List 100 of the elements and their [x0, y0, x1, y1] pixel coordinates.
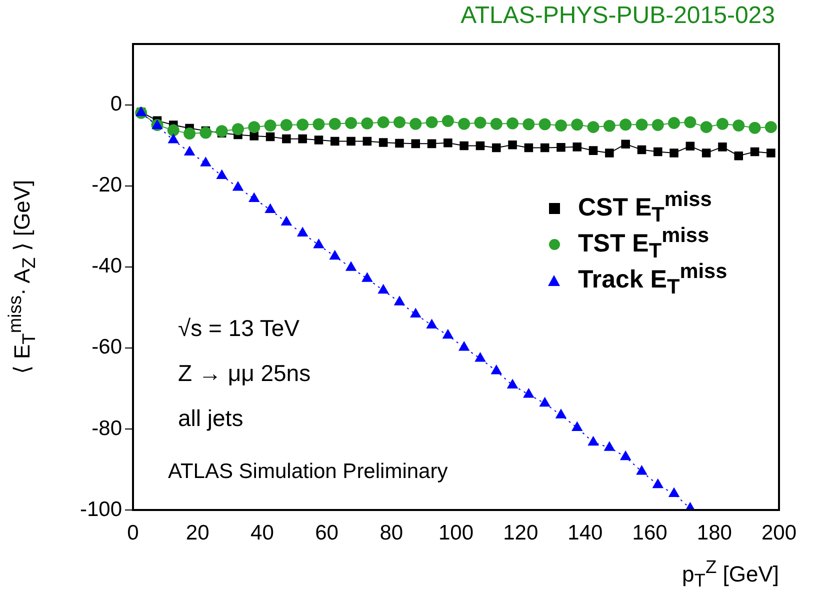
point: [476, 141, 485, 150]
point: [572, 142, 582, 152]
point: [442, 114, 454, 127]
point: [330, 250, 340, 260]
point: [298, 134, 307, 144]
point: [621, 140, 630, 148]
point: [556, 142, 566, 152]
x-tick-label: 80: [380, 521, 404, 544]
x-tick-label: 0: [127, 521, 139, 544]
point: [460, 141, 468, 150]
y-tick-label: -40: [92, 254, 122, 278]
x-tick-label: 180: [696, 521, 732, 544]
point: [328, 118, 341, 130]
point: [248, 121, 260, 134]
point: [378, 138, 388, 147]
point: [523, 388, 534, 398]
point: [474, 116, 486, 129]
point: [652, 478, 664, 488]
point: [571, 118, 584, 131]
x-tick-label: 140: [568, 521, 603, 544]
x-tick-label: 200: [761, 521, 797, 544]
point: [444, 138, 452, 148]
point: [490, 118, 502, 130]
point: [492, 143, 501, 152]
x-tick-label: 40: [250, 521, 274, 544]
point: [280, 119, 292, 132]
point: [572, 422, 582, 431]
point: [587, 121, 600, 134]
point: [266, 132, 275, 142]
point: [491, 365, 502, 374]
point: [522, 118, 535, 130]
point: [377, 116, 390, 128]
point: [281, 216, 292, 226]
point: [282, 134, 291, 144]
point: [766, 148, 776, 158]
point: [216, 125, 228, 138]
point: [296, 118, 309, 131]
point: [540, 143, 550, 152]
annotation: √s = 13 TeV: [178, 315, 301, 342]
point: [603, 120, 616, 132]
point: [748, 122, 761, 134]
point: [684, 116, 696, 128]
annotation: ATLAS Simulation Preliminary: [168, 460, 448, 484]
point: [410, 118, 422, 130]
point: [668, 488, 680, 498]
point: [426, 319, 438, 328]
point: [538, 118, 551, 130]
point: [718, 142, 727, 152]
y-tick-label: -20: [92, 174, 122, 197]
point: [362, 136, 372, 146]
point: [636, 466, 647, 475]
point: [604, 442, 615, 451]
point: [200, 126, 212, 139]
point: [734, 151, 744, 160]
point: [474, 352, 486, 362]
point: [297, 227, 308, 236]
point: [361, 117, 374, 130]
point: [232, 123, 244, 136]
point: [442, 329, 454, 339]
point: [458, 118, 470, 130]
point: [411, 139, 420, 148]
point: [554, 119, 567, 132]
point: [605, 148, 614, 158]
point: [524, 143, 534, 152]
point: [652, 119, 664, 132]
y-tick-label: -60: [92, 336, 122, 359]
point: [700, 121, 712, 134]
point: [167, 124, 180, 136]
point: [750, 147, 760, 156]
point: [395, 138, 404, 148]
y-tick-label: -100: [80, 498, 122, 521]
point: [653, 147, 662, 156]
point: [764, 121, 777, 134]
point: [636, 118, 648, 131]
chart-title: ATLAS-PHYS-PUB-2015-023: [460, 2, 775, 30]
point: [346, 136, 356, 146]
point: [313, 238, 324, 248]
point: [620, 450, 631, 460]
point: [200, 157, 211, 166]
point: [312, 118, 325, 130]
point: [314, 136, 324, 144]
annotation: Z → μμ 25ns: [178, 360, 311, 387]
point: [702, 148, 711, 158]
x-tick-label: 160: [632, 521, 668, 544]
point: [620, 118, 632, 131]
point: [250, 132, 259, 140]
point: [426, 116, 438, 128]
x-tick-label: 100: [438, 521, 474, 544]
point: [508, 140, 517, 150]
point: [670, 148, 678, 158]
annotation: all jets: [178, 405, 244, 432]
point: [716, 118, 728, 130]
point: [686, 142, 695, 151]
point: [216, 170, 228, 179]
point: [507, 379, 518, 388]
point: [184, 146, 195, 156]
point: [668, 117, 680, 130]
x-axis-title: p$_{T}$$^{Z}$ [GeV]: [682, 556, 779, 592]
point: [265, 204, 276, 213]
x-tick-label: 20: [186, 521, 210, 544]
